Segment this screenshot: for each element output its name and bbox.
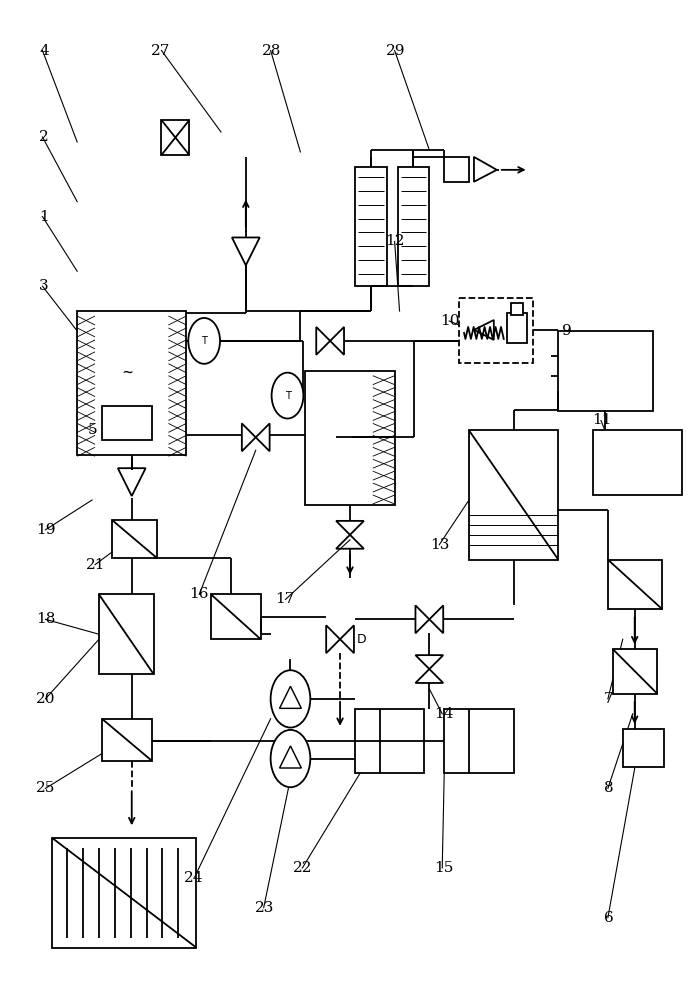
Bar [355,167,387,286]
Bar [162,120,189,155]
Bar [102,719,151,761]
Text: 7: 7 [604,692,613,706]
Text: 11: 11 [592,413,611,427]
Bar [511,303,523,315]
Text: 29: 29 [385,44,405,58]
Text: 5: 5 [87,423,97,437]
Text: 17: 17 [276,592,295,606]
Bar [623,729,664,767]
Text: 18: 18 [36,612,55,626]
Text: 20: 20 [35,692,56,706]
Bar [305,371,395,505]
Text: 3: 3 [40,279,49,293]
Text: 22: 22 [292,861,312,875]
Bar [558,331,652,410]
Text: 27: 27 [151,44,171,58]
Text: ~: ~ [121,364,132,382]
Bar [593,430,682,495]
Text: 21: 21 [86,558,105,572]
Text: 13: 13 [430,538,450,552]
Text: D: D [357,633,366,646]
Circle shape [271,373,303,419]
Text: 9: 9 [562,324,572,338]
Bar [52,838,196,948]
Bar [398,167,430,286]
Text: 14: 14 [434,707,453,721]
Text: T: T [201,336,207,346]
Bar [613,649,657,694]
Circle shape [271,730,310,787]
Text: 24: 24 [185,871,204,885]
Text: T: T [285,391,290,401]
Text: 19: 19 [35,523,56,537]
Text: 23: 23 [255,901,274,915]
Text: 25: 25 [36,781,55,795]
Bar [112,520,157,558]
Text: 1: 1 [39,210,49,224]
Bar [355,709,424,773]
Bar [444,709,514,773]
Bar [102,406,151,440]
Text: 10: 10 [441,314,460,328]
Bar [608,560,663,609]
Bar [469,430,558,560]
Text: 8: 8 [604,781,613,795]
Text: 12: 12 [385,234,405,248]
Bar [99,594,153,674]
Text: 4: 4 [39,44,49,58]
Bar [444,157,469,182]
Bar [507,313,527,343]
Text: 15: 15 [434,861,453,875]
Text: 2: 2 [39,130,49,144]
Bar [459,298,534,363]
Text: 16: 16 [189,587,209,601]
Text: 28: 28 [262,44,281,58]
Text: 6: 6 [604,911,613,925]
Bar [211,594,261,639]
Circle shape [188,318,220,364]
Bar [77,311,186,455]
Circle shape [271,670,310,728]
